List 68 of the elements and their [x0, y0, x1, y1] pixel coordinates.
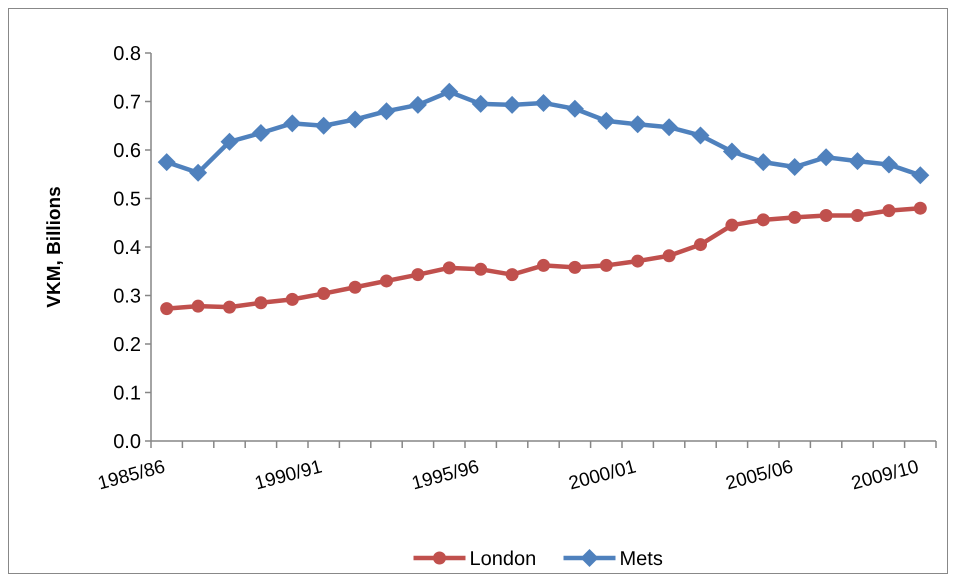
y-tick-label: 0.7: [113, 92, 141, 114]
point: [568, 260, 582, 274]
legend-label: London: [470, 548, 536, 570]
point: [283, 114, 302, 132]
point: [756, 213, 770, 226]
point: [600, 258, 613, 272]
point: [160, 302, 174, 316]
point: [252, 124, 270, 142]
x-tick-label: 1995/96: [410, 456, 482, 494]
y-tick-label: 0.0: [113, 431, 141, 453]
point: [631, 254, 644, 268]
point: [317, 287, 330, 300]
point: [537, 258, 550, 272]
point: [408, 96, 427, 114]
point: [628, 115, 647, 134]
y-tick-label: 0.2: [113, 334, 141, 356]
point: [851, 208, 864, 222]
y-tick-label: 0.6: [113, 140, 141, 162]
point: [220, 132, 238, 151]
x-tick-label: 2005/06: [724, 456, 796, 494]
point: [534, 94, 552, 112]
point: [506, 268, 519, 282]
point: [662, 249, 676, 262]
point: [880, 156, 898, 174]
x-tick-label: 2000/01: [566, 456, 638, 494]
point: [786, 158, 804, 176]
point: [440, 82, 458, 101]
y-axis-title: VKM, Billions: [44, 186, 65, 308]
point: [380, 274, 393, 288]
y-tick-label: 0.4: [113, 237, 141, 259]
point: [914, 202, 927, 215]
point: [314, 116, 333, 135]
point: [694, 238, 707, 252]
point: [692, 126, 710, 144]
point: [378, 102, 396, 120]
y-tick-label: 0.3: [113, 286, 141, 308]
y-tick-label: 0.1: [113, 382, 141, 404]
point: [566, 100, 584, 118]
point: [474, 262, 488, 276]
y-tick-label: 0.8: [113, 43, 141, 65]
point: [411, 268, 424, 282]
point: [817, 148, 836, 166]
point: [597, 112, 616, 130]
y-tick-label: 0.5: [113, 188, 141, 210]
x-tick-label: 1985/86: [96, 456, 168, 494]
point: [660, 118, 678, 136]
point: [754, 153, 772, 172]
point: [223, 300, 236, 314]
point: [192, 300, 205, 313]
x-tick-label: 1990/91: [252, 456, 324, 494]
point: [472, 94, 490, 113]
point: [503, 96, 522, 114]
point: [158, 153, 176, 172]
point: [286, 292, 299, 306]
point: [820, 208, 833, 222]
point: [882, 204, 896, 218]
point: [348, 280, 362, 294]
point: [722, 142, 741, 160]
point: [346, 110, 364, 128]
point: [911, 166, 930, 184]
point: [848, 152, 866, 170]
point: [189, 164, 208, 182]
point: [254, 296, 268, 310]
x-tick-label: 2009/10: [849, 456, 922, 494]
point: [725, 218, 738, 232]
point: [442, 261, 456, 274]
legend-label: Mets: [620, 548, 663, 570]
point: [788, 210, 802, 224]
